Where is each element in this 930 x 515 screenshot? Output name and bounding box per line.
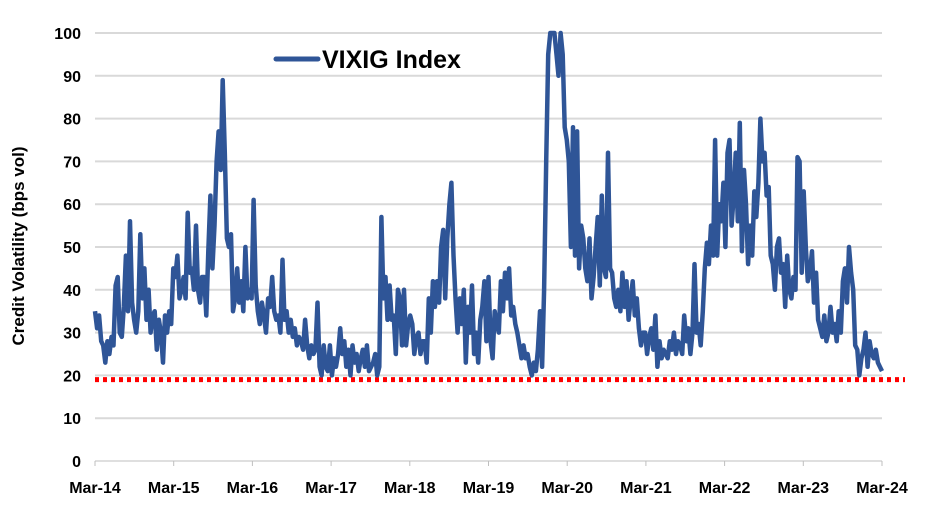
x-tick-label: Mar-15 bbox=[148, 480, 200, 497]
x-tick-label: Mar-24 bbox=[856, 480, 908, 497]
y-tick-label: 30 bbox=[63, 326, 81, 343]
y-tick-label: 0 bbox=[72, 454, 81, 471]
x-tick-label: Mar-23 bbox=[778, 480, 830, 497]
legend: VIXIG Index bbox=[273, 46, 461, 74]
y-axis-ticks: 0 10 20 30 40 50 60 70 80 90 100 bbox=[54, 26, 81, 471]
series-line-vixig bbox=[92, 30, 885, 378]
y-tick-label: 40 bbox=[63, 283, 81, 300]
y-tick-label: 70 bbox=[63, 154, 81, 171]
x-tick-label: Mar-16 bbox=[227, 480, 279, 497]
x-tick-label: Mar-18 bbox=[384, 480, 436, 497]
x-tick-label: Mar-20 bbox=[541, 480, 593, 497]
y-tick-label: 10 bbox=[63, 411, 81, 428]
y-tick-label: 50 bbox=[63, 240, 81, 257]
y-tick-label: 100 bbox=[54, 26, 81, 43]
y-axis-label: Credit Volatility (bps vol) bbox=[9, 147, 28, 346]
legend-label: VIXIG Index bbox=[322, 46, 461, 74]
x-tick-label: Mar-17 bbox=[305, 480, 357, 497]
y-tick-label: 20 bbox=[63, 368, 81, 385]
x-tick-label: Mar-21 bbox=[620, 480, 672, 497]
y-tick-label: 80 bbox=[63, 112, 81, 129]
y-tick-label: 60 bbox=[63, 197, 81, 214]
y-tick-label: 90 bbox=[63, 69, 81, 86]
x-tick-label: Mar-19 bbox=[463, 480, 515, 497]
x-tick-label: Mar-14 bbox=[69, 480, 121, 497]
x-axis-ticks: Mar-14 Mar-15 Mar-16 Mar-17 Mar-18 Mar-19 Mar-… bbox=[69, 461, 908, 497]
x-tick-label: Mar-22 bbox=[699, 480, 751, 497]
